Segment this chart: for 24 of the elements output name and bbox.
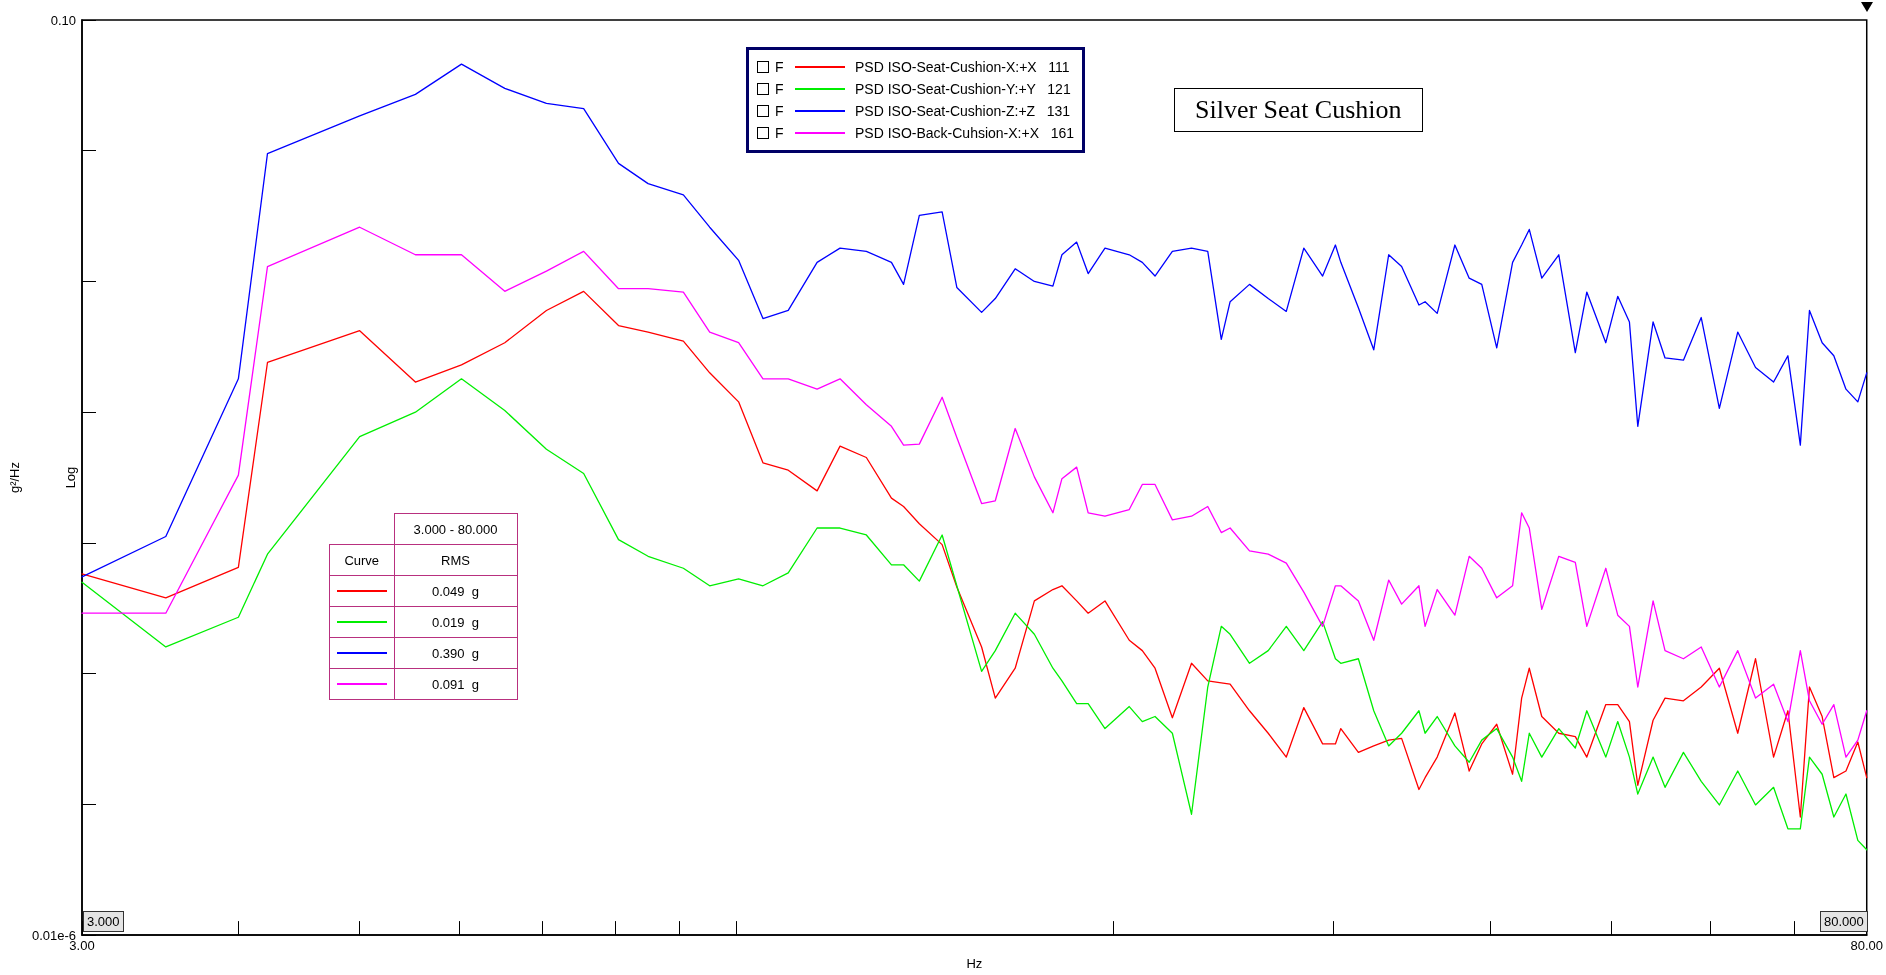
annotation: F (775, 59, 785, 75)
annotation: 0.049 g (394, 575, 517, 607)
annotation: 80.000 (1819, 911, 1868, 933)
text: Silver Seat Cushion (1174, 88, 1423, 132)
x-tick-label: 3.00 (69, 938, 95, 954)
annotation: F (775, 103, 785, 119)
annotation: F (775, 125, 785, 141)
legend-label: PSD ISO-Back-Cuhsion-X:+X 161 (855, 125, 1075, 141)
legend-label: PSD ISO-Seat-Cushion-Z:+Z 131 (855, 103, 1071, 119)
y-axis-title: g²/Hz (7, 462, 23, 494)
annotation: 3.000 (83, 911, 124, 933)
y-tick-label: 0.10 (50, 12, 76, 28)
x-tick-label: 80.00 (1850, 938, 1884, 954)
annotation: 3.000 - 80.000 (394, 513, 517, 545)
x-axis-title: Hz (966, 956, 983, 971)
legend-label: PSD ISO-Seat-Cushion-Y:+Y 121 (855, 81, 1071, 97)
annotation: 0.091 g (394, 668, 517, 700)
annotation: Curve (329, 544, 394, 576)
annotation: RMS (394, 544, 517, 576)
text: Log (62, 465, 78, 491)
annotation: 0.390 g (394, 637, 517, 669)
annotation: 0.019 g (394, 606, 517, 638)
legend-label: PSD ISO-Seat-Cushion-X:+X 111 (855, 59, 1070, 75)
annotation: F (775, 81, 785, 97)
